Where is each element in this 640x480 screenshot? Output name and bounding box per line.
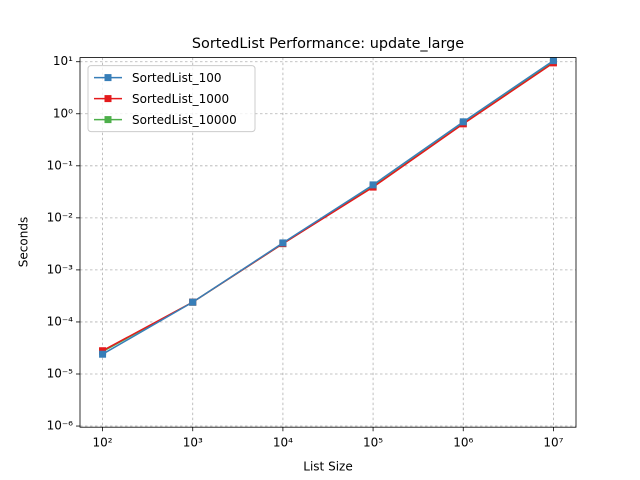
y-tick-label: 10⁻⁴	[47, 314, 74, 328]
x-tick-label: 10⁶	[453, 436, 473, 450]
legend: SortedList_100 SortedList_1000 SortedList_…	[87, 65, 256, 133]
legend-label: SortedList_1000	[132, 92, 229, 106]
y-tick-label: 10⁰	[53, 106, 73, 120]
y-tick-label: 10⁻⁶	[47, 419, 74, 433]
x-axis-label: List Size	[303, 460, 352, 474]
legend-marker	[104, 74, 112, 82]
marker	[99, 350, 107, 358]
y-axis-label: Seconds	[17, 217, 31, 267]
y-tick-label: 10⁻⁵	[47, 366, 74, 380]
marker	[369, 181, 377, 189]
marker	[279, 239, 287, 247]
marker	[459, 118, 467, 126]
legend-label: SortedList_100	[132, 71, 221, 85]
x-tick-label: 10⁵	[363, 436, 383, 450]
legend-box	[87, 65, 256, 133]
y-tick-label: 10⁻²	[47, 210, 74, 224]
marker	[549, 57, 557, 65]
y-tick-label: 10⁻³	[47, 262, 74, 276]
plot-frame	[79, 57, 577, 428]
legend-marker	[104, 116, 112, 124]
x-tick-label: 10⁴	[273, 436, 293, 450]
marker	[189, 298, 197, 306]
y-tick-label: 10¹	[53, 54, 73, 68]
chart-title: SortedList Performance: update_large	[192, 36, 464, 52]
x-tick-label: 10³	[183, 436, 203, 450]
series-line	[102, 59, 554, 355]
x-tick-label: 10²	[93, 436, 113, 450]
y-tick-label: 10⁻¹	[47, 158, 74, 172]
x-tick-label: 10⁷	[543, 436, 563, 450]
legend-marker	[104, 95, 112, 103]
legend-label: SortedList_10000	[132, 113, 237, 127]
